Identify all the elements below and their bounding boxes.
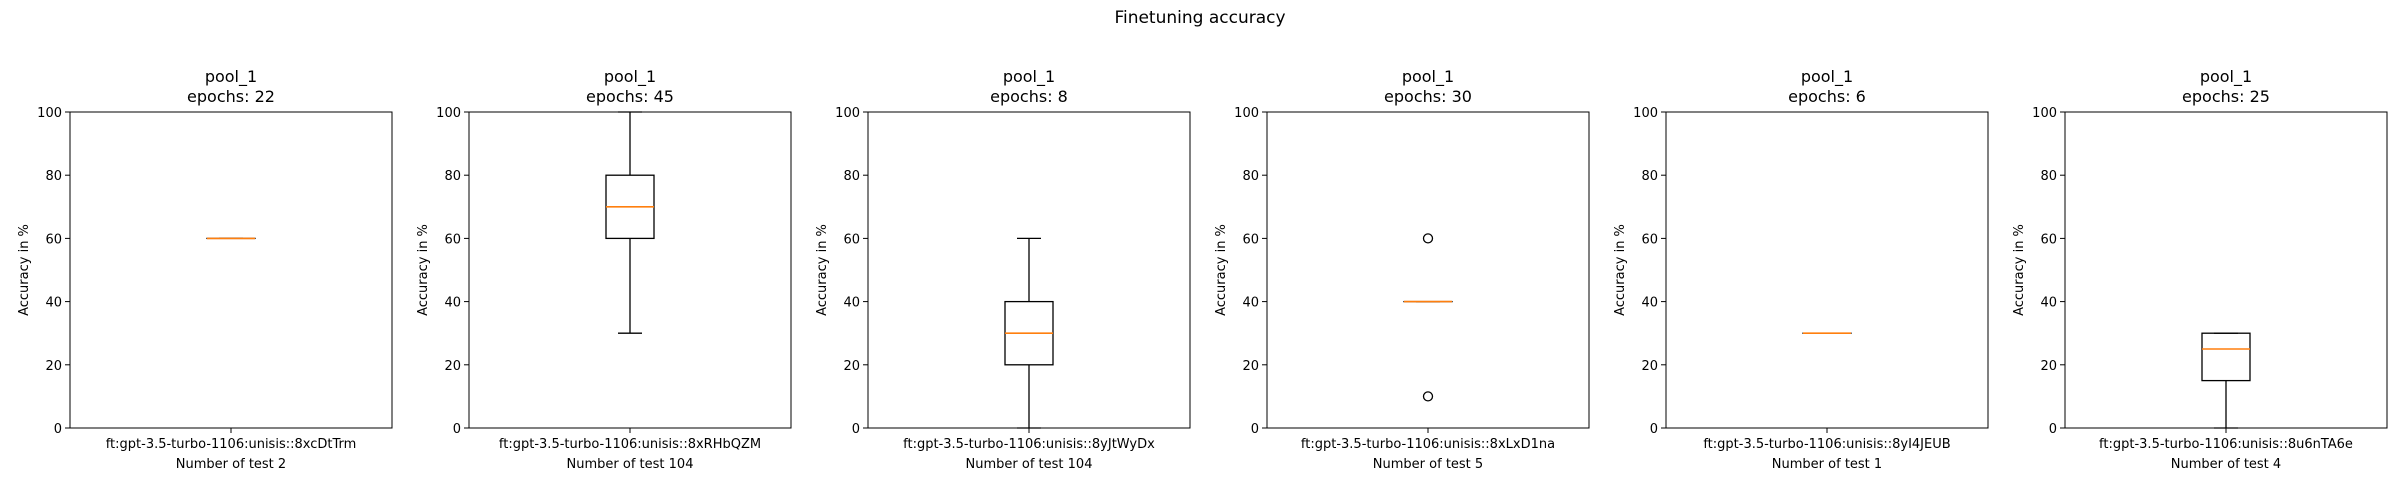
y-tick-label: 20 (45, 359, 62, 374)
y-tick-label: 0 (1251, 422, 1259, 437)
x-axis-label: Number of test 2 (176, 457, 286, 472)
y-tick-label: 40 (2040, 296, 2057, 311)
x-axis-label: Number of test 5 (1373, 457, 1483, 472)
y-tick-label: 100 (37, 106, 62, 121)
subplot-title-line-2: epochs: 25 (2182, 87, 2270, 106)
x-tick-label: ft:gpt-3.5-turbo-1106:unisis::8u6nTA6e (2099, 437, 2353, 452)
x-tick-label: ft:gpt-3.5-turbo-1106:unisis::8xcDtTrm (106, 437, 357, 452)
y-axis-label: Accuracy in % (1214, 224, 1229, 316)
y-tick-label: 40 (1242, 296, 1259, 311)
axes-frame (2064, 111, 2388, 429)
y-tick-label: 40 (1641, 296, 1658, 311)
y-tick-label: 0 (2049, 422, 2057, 437)
y-tick-label: 40 (444, 296, 461, 311)
y-tick-label: 20 (1242, 359, 1259, 374)
subplot-title-line-1: pool_1 (604, 67, 656, 87)
y-axis-label: Accuracy in % (416, 224, 431, 316)
subplot-title-line-1: pool_1 (1402, 67, 1454, 87)
y-tick-label: 20 (2040, 359, 2057, 374)
subplot-title-line-2: epochs: 45 (586, 87, 674, 106)
y-tick-label: 80 (2040, 169, 2057, 184)
subplot-title-line-2: epochs: 8 (990, 87, 1068, 106)
y-tick-label: 0 (453, 422, 461, 437)
figure-title: Finetuning accuracy (1114, 8, 1285, 28)
axes-frame (468, 111, 792, 429)
outlier-point (1422, 391, 1434, 402)
y-tick-label: 20 (1641, 359, 1658, 374)
outlier-point (1422, 233, 1434, 244)
subplot-title-line-2: epochs: 6 (1788, 87, 1866, 106)
y-axis-label: Accuracy in % (2012, 224, 2027, 316)
x-tick-label: ft:gpt-3.5-turbo-1106:unisis::8xRHbQZM (499, 437, 761, 452)
subplot-title-line-1: pool_1 (1003, 67, 1055, 87)
y-tick-label: 100 (1633, 106, 1658, 121)
y-axis-label: Accuracy in % (17, 224, 32, 316)
y-tick-label: 20 (843, 359, 860, 374)
box-iqr (2201, 332, 2251, 382)
y-axis-label: Accuracy in % (1613, 224, 1628, 316)
y-tick-label: 40 (45, 296, 62, 311)
axes-frame (1665, 111, 1989, 429)
subplot-title-line-1: pool_1 (205, 67, 257, 87)
y-tick-label: 60 (45, 232, 62, 247)
y-tick-label: 40 (843, 296, 860, 311)
x-tick-label: ft:gpt-3.5-turbo-1106:unisis::8yI4JEUB (1703, 437, 1950, 452)
y-tick-label: 0 (54, 422, 62, 437)
y-tick-label: 80 (45, 169, 62, 184)
x-axis-label: Number of test 104 (567, 457, 694, 472)
y-tick-label: 100 (2032, 106, 2057, 121)
axes-frame (1266, 111, 1590, 429)
x-axis-label: Number of test 1 (1772, 457, 1882, 472)
x-tick-label: ft:gpt-3.5-turbo-1106:unisis::8xLxD1na (1301, 437, 1555, 452)
y-tick-label: 60 (1242, 232, 1259, 247)
y-tick-label: 60 (444, 232, 461, 247)
x-axis-label: Number of test 4 (2171, 457, 2281, 472)
subplot-title-line-2: epochs: 22 (187, 87, 275, 106)
axes-frame (867, 111, 1191, 429)
y-tick-label: 60 (2040, 232, 2057, 247)
y-tick-label: 60 (1641, 232, 1658, 247)
y-tick-label: 20 (444, 359, 461, 374)
subplot-title-line-1: pool_1 (2200, 67, 2252, 87)
subplot-title-line-2: epochs: 30 (1384, 87, 1472, 106)
x-tick-label: ft:gpt-3.5-turbo-1106:unisis::8yJtWyDx (903, 437, 1155, 452)
y-tick-label: 100 (436, 106, 461, 121)
y-axis-label: Accuracy in % (815, 224, 830, 316)
subplot-title-line-1: pool_1 (1801, 67, 1853, 87)
y-tick-label: 80 (843, 169, 860, 184)
y-tick-label: 60 (843, 232, 860, 247)
y-tick-label: 0 (852, 422, 860, 437)
y-tick-label: 80 (1641, 169, 1658, 184)
y-tick-label: 80 (444, 169, 461, 184)
y-tick-label: 100 (835, 106, 860, 121)
y-tick-label: 0 (1650, 422, 1658, 437)
axes-frame (69, 111, 393, 429)
y-tick-label: 100 (1234, 106, 1259, 121)
y-tick-label: 80 (1242, 169, 1259, 184)
x-axis-label: Number of test 104 (966, 457, 1093, 472)
